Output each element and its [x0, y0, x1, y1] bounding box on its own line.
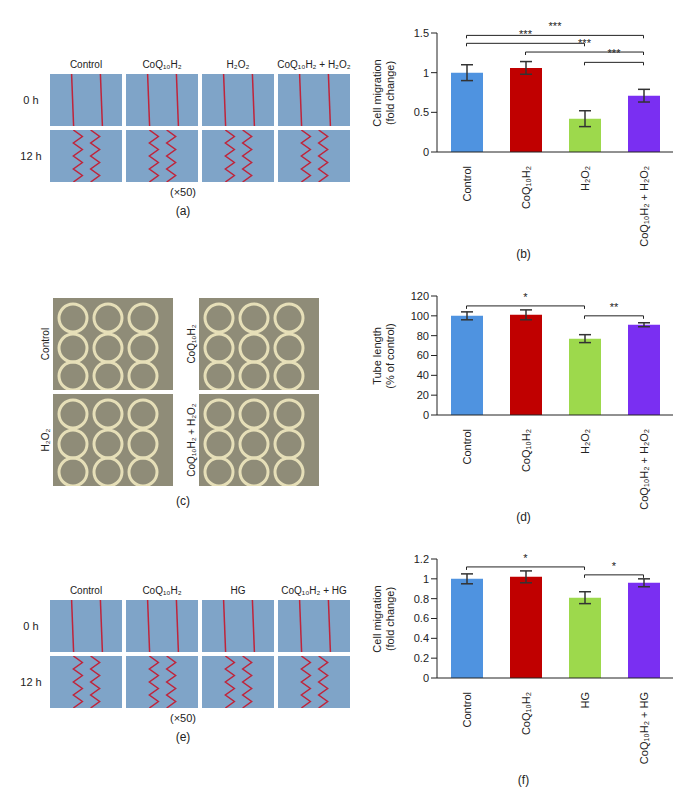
html-text:HG: HG: [230, 584, 246, 596]
html-text:CoQ₁₀H₂: CoQ₁₀H₂: [142, 58, 182, 70]
svg-text:HG: HG: [578, 692, 590, 709]
svg-text:0: 0: [422, 409, 428, 421]
svg-text:1: 1: [422, 573, 428, 585]
svg-text:0.5: 0.5: [413, 106, 428, 118]
svg-text:0: 0: [422, 672, 428, 684]
svg-text:0.8: 0.8: [413, 593, 428, 605]
svg-text:***: ***: [519, 28, 533, 40]
html-text:CoQ₁₀H₂ + H₂O₂: CoQ₁₀H₂ + H₂O₂: [185, 403, 197, 477]
svg-text:***: ***: [548, 20, 562, 32]
html-text:(c): (c): [176, 494, 190, 508]
html-text:Control: Control: [39, 327, 51, 361]
html-text:(d): (d): [516, 510, 531, 524]
svg-text:0: 0: [422, 146, 428, 158]
svg-text:0.4: 0.4: [413, 632, 428, 644]
svg-text:CoQ₁₀H₂ + H₂O₂: CoQ₁₀H₂ + H₂O₂: [637, 166, 649, 247]
svg-text:80: 80: [416, 330, 428, 342]
svg-text:1.2: 1.2: [413, 553, 428, 565]
svg-text:0.6: 0.6: [413, 612, 428, 624]
html-text:CoQ₁₀H₂: CoQ₁₀H₂: [185, 324, 197, 364]
svg-text:***: ***: [578, 37, 592, 49]
html-text:(fold change): (fold change): [383, 586, 396, 651]
svg-text:1: 1: [422, 67, 428, 79]
svg-text:CoQ₁₀H₂ + H₂O₂: CoQ₁₀H₂ + H₂O₂: [637, 429, 649, 510]
svg-text:Control: Control: [460, 166, 472, 201]
html-text:Tube length: Tube length: [370, 326, 383, 385]
html-text:(e): (e): [175, 729, 191, 744]
html-text:12 h: 12 h: [20, 675, 42, 688]
svg-text:Control: Control: [460, 429, 472, 464]
svg-text:120: 120: [410, 290, 428, 302]
svg-text:1.5: 1.5: [413, 27, 428, 39]
html-text:CoQ₁₀H₂ + H₂O₂: CoQ₁₀H₂ + H₂O₂: [277, 58, 351, 70]
html-text:H₂O₂: H₂O₂: [39, 428, 51, 452]
svg-text:CoQ₁₀H₂ + HG: CoQ₁₀H₂ + HG: [637, 692, 649, 764]
svg-text:60: 60: [416, 349, 428, 361]
html-text:Control: Control: [69, 58, 103, 70]
svg-text:*: *: [523, 291, 528, 303]
html-text:(×50): (×50): [170, 711, 196, 724]
svg-text:H₂O₂: H₂O₂: [578, 166, 590, 191]
html-text:(fold change): (fold change): [383, 60, 396, 125]
svg-text:CoQ₁₀H₂: CoQ₁₀H₂: [519, 166, 531, 209]
svg-text:***: ***: [607, 47, 621, 59]
svg-text:20: 20: [416, 389, 428, 401]
svg-text:*: *: [611, 560, 616, 572]
svg-text:*: *: [523, 552, 528, 564]
html-text:CoQ₁₀H₂: CoQ₁₀H₂: [142, 584, 182, 596]
svg-text:100: 100: [410, 310, 428, 322]
html-text:Cell migration: Cell migration: [370, 58, 383, 127]
html-text:H₂O₂: H₂O₂: [226, 58, 250, 70]
html-text:(f): (f): [517, 773, 530, 787]
html-text:Control: Control: [69, 584, 103, 596]
svg-text:40: 40: [416, 369, 428, 381]
html-text:CoQ₁₀H₂ + HG: CoQ₁₀H₂ + HG: [281, 584, 347, 596]
svg-text:Control: Control: [460, 692, 472, 727]
html-text:0 h: 0 h: [23, 93, 39, 106]
html-text:(% of control): (% of control): [383, 322, 396, 389]
svg-text:**: **: [609, 301, 618, 313]
html-text:(×50): (×50): [170, 185, 196, 198]
svg-text:CoQ₁₀H₂: CoQ₁₀H₂: [519, 429, 531, 472]
html-text:(b): (b): [516, 247, 531, 261]
html-text:0 h: 0 h: [23, 619, 39, 632]
svg-text:H₂O₂: H₂O₂: [578, 429, 590, 454]
svg-text:0.2: 0.2: [413, 652, 428, 664]
html-text:12 h: 12 h: [20, 149, 42, 162]
html-text:Cell migration: Cell migration: [370, 584, 383, 653]
html-text:(a): (a): [175, 203, 191, 218]
svg-text:CoQ₁₀H₂: CoQ₁₀H₂: [519, 692, 531, 735]
